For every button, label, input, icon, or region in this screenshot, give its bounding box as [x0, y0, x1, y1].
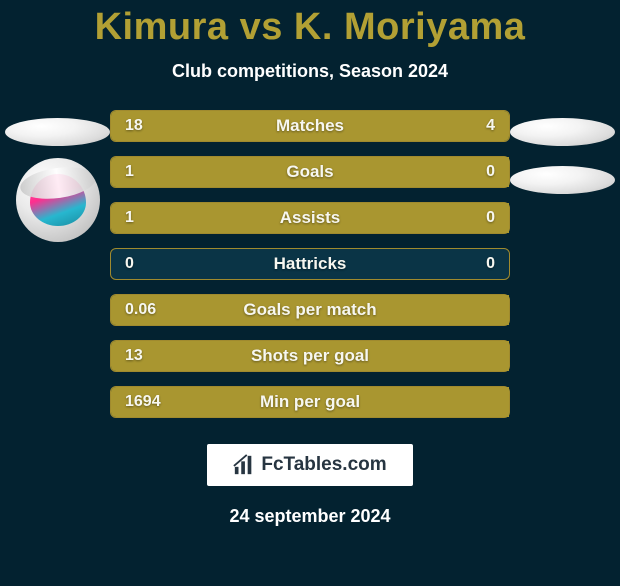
player1-club-badge-icon [16, 158, 100, 242]
stat-bar: 184Matches [110, 110, 510, 142]
stat-bar: 00Hattricks [110, 248, 510, 280]
comparison-title: Kimura vs K. Moriyama [0, 6, 620, 49]
stat-bar: 13Shots per goal [110, 340, 510, 372]
stat-label: Goals [111, 157, 509, 187]
stat-bar: 0.06Goals per match [110, 294, 510, 326]
stat-label: Assists [111, 203, 509, 233]
player2-ellipse-icon [510, 118, 615, 146]
stat-label: Goals per match [111, 295, 509, 325]
vs-separator: vs [240, 6, 283, 48]
player1-ellipse-icon [5, 118, 110, 146]
stat-bar: 10Goals [110, 156, 510, 188]
player1-name: Kimura [95, 6, 229, 48]
stat-bar: 10Assists [110, 202, 510, 234]
brand-logo: FcTables.com [207, 444, 413, 486]
stat-label: Shots per goal [111, 341, 509, 371]
bars-chart-icon [233, 454, 255, 476]
comparison-content: 184Matches 10Goals 10Assists 00Hattricks 0.0… [0, 110, 620, 418]
stat-bars: 184Matches 10Goals 10Assists 00Hattricks 0.0… [110, 110, 510, 418]
stat-label: Matches [111, 111, 509, 141]
right-badge-column [505, 110, 620, 194]
player2-name: K. Moriyama [294, 6, 525, 48]
footer-date: 24 september 2024 [0, 506, 620, 527]
left-badge-column [0, 110, 115, 242]
stat-label: Hattricks [111, 249, 509, 279]
player2-ellipse2-icon [510, 166, 615, 194]
stat-bar: 1694Min per goal [110, 386, 510, 418]
subtitle: Club competitions, Season 2024 [0, 61, 620, 82]
stat-label: Min per goal [111, 387, 509, 417]
brand-text: FcTables.com [261, 454, 386, 476]
